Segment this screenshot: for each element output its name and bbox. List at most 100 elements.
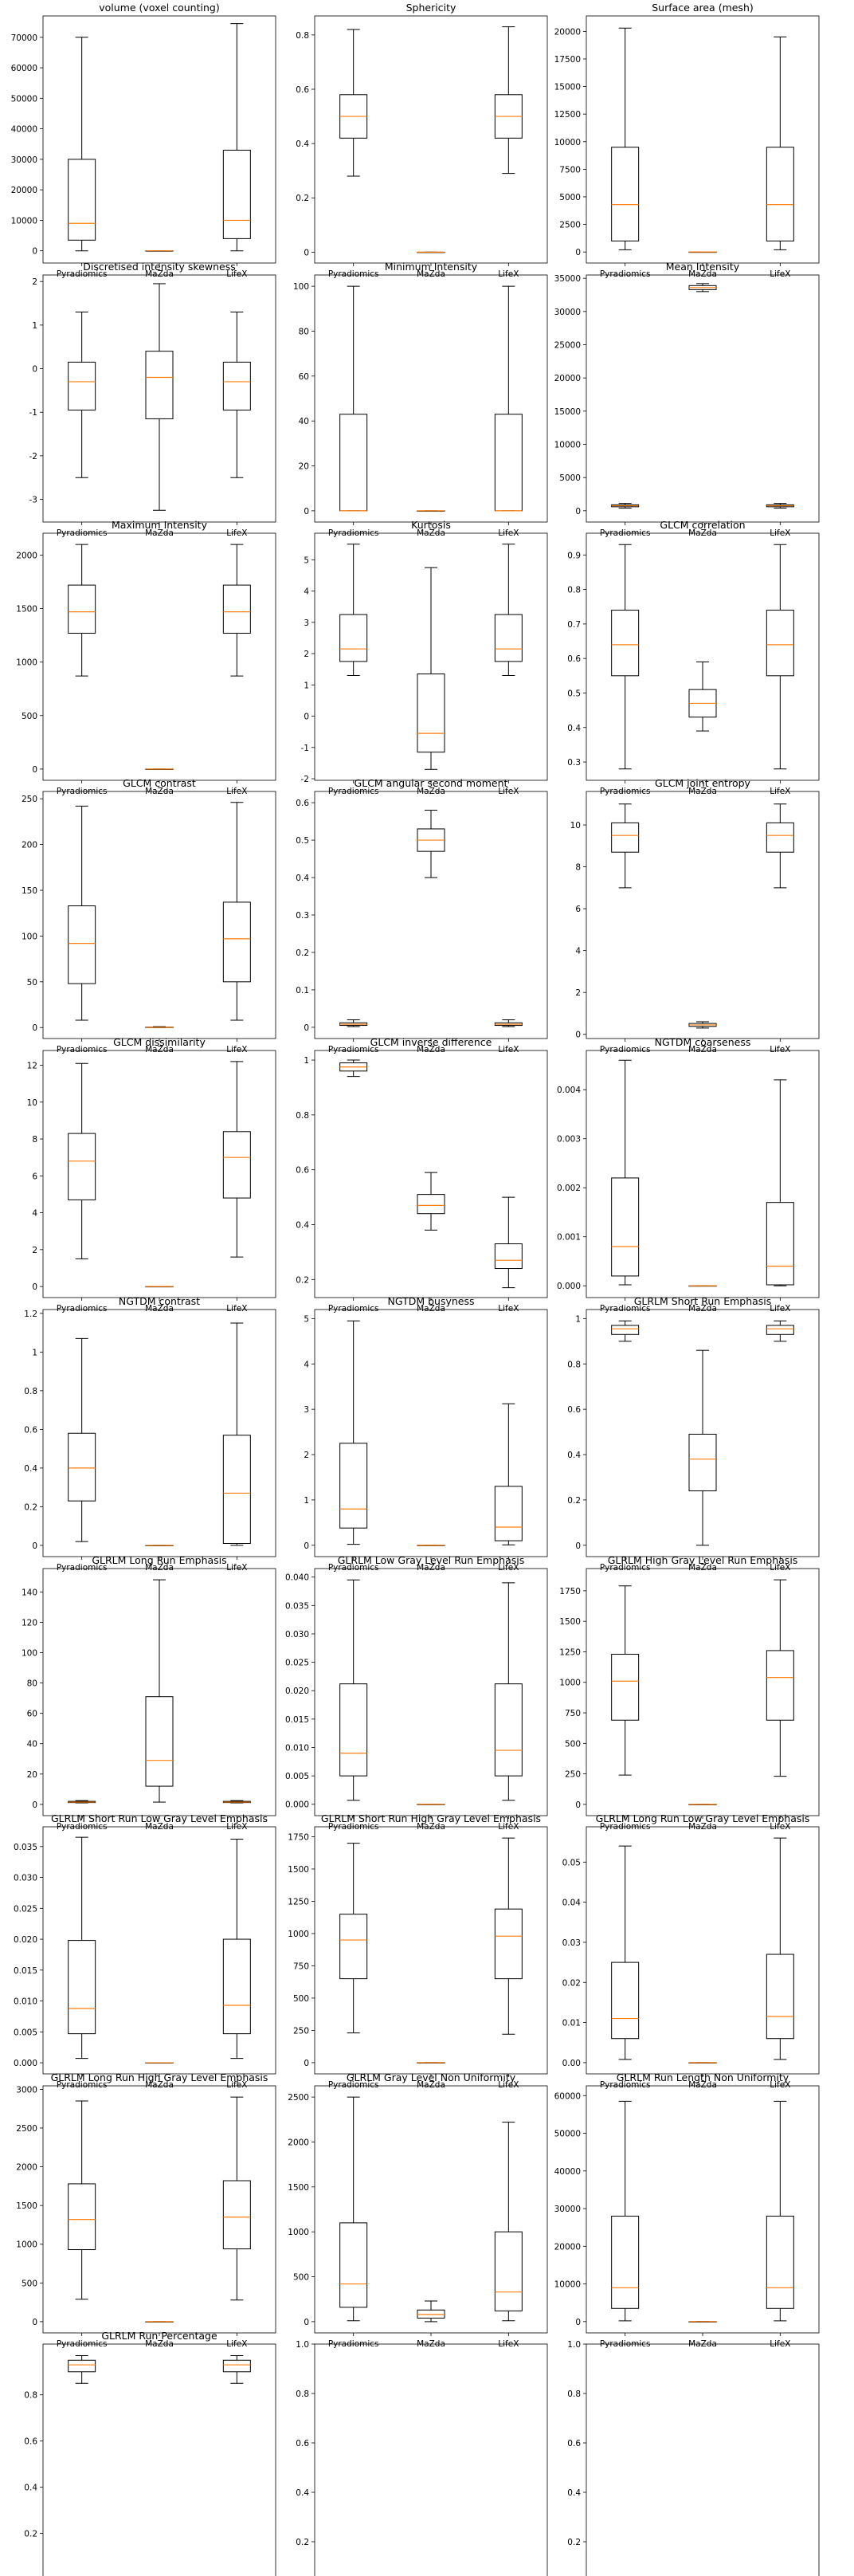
box-pyradiomics (611, 27, 640, 250)
iqr-box (611, 2216, 640, 2309)
box-mazda (417, 809, 445, 878)
y-tick-label: 0.035 (14, 1843, 37, 1852)
x-tick-label: LifeX (498, 1045, 519, 1054)
y-tick-label: 0.025 (14, 1904, 37, 1914)
box-lifex (494, 1837, 523, 2035)
iqr-box (611, 1325, 640, 1335)
y-tick-label: 0.01 (562, 2019, 581, 2028)
y-tick-label: 6 (575, 905, 581, 914)
y-tick-label: 1500 (288, 2183, 309, 2193)
y-tick-label: 0.000 (285, 1800, 309, 1810)
axes-frame (586, 2085, 820, 2334)
subplot-title: GLCM contrast (123, 777, 196, 789)
box-pyradiomics (339, 1579, 368, 1801)
y-tick-label: 0 (575, 1800, 581, 1810)
subplot: Minimum Intensity 0 20 40 60 80 100 Pyradiomics… (293, 261, 548, 538)
subplot-title: GLRLM Long Run Low Gray Level Emphasis (596, 1812, 810, 1824)
subplot-title: GLCM correlation (660, 519, 745, 531)
x-tick-label: LifeX (498, 269, 519, 279)
y-tick-label: 25000 (554, 341, 581, 351)
y-tick-label: 1250 (559, 1647, 581, 1657)
y-tick-label: 0.2 (24, 1502, 37, 1512)
y-tick-label: 0.2 (296, 948, 309, 958)
axes-frame (42, 532, 276, 781)
x-tick-label: Pyradiomics (600, 1304, 651, 1314)
box-mazda (145, 250, 174, 252)
subplot: Maximum Intensity0500100015002000Pyradio… (16, 519, 276, 796)
iqr-box (494, 1683, 523, 1777)
y-tick-label: 0.8 (567, 1360, 581, 1369)
iqr-box (417, 673, 445, 753)
y-tick-label: 0.030 (285, 1630, 309, 1639)
y-tick-label: 30000 (554, 308, 581, 317)
box-pyradiomics (68, 2354, 96, 2384)
y-tick-label: 10 (27, 1098, 37, 1108)
y-tick-label: 0.05 (562, 1858, 581, 1867)
y-tick-label: 1750 (288, 1832, 309, 1842)
box-pyradiomics (611, 2100, 640, 2322)
y-tick-label: 2500 (16, 2124, 37, 2134)
y-tick-label: 0.5 (567, 689, 581, 698)
y-tick-label: 0.8 (567, 586, 581, 595)
iqr-box (68, 361, 96, 410)
y-tick-label: 0.3 (296, 911, 309, 921)
y-tick-label: 7500 (559, 165, 581, 175)
y-tick-label: 4 (32, 1209, 37, 1219)
axes-frame (314, 274, 548, 523)
x-tick-label: LifeX (498, 2080, 519, 2090)
box-pyradiomics (68, 1836, 96, 2060)
iqr-box (222, 1938, 251, 2035)
iqr-box (611, 1961, 640, 2040)
y-tick-label: 0.00 (562, 2059, 581, 2068)
x-tick-label: Pyradiomics (600, 2080, 651, 2090)
y-tick-label: 0.8 (296, 31, 309, 41)
subplot: volume (voxel counting) 0 10000 20000 30000 4… (11, 2, 276, 279)
iqr-box (339, 1443, 368, 1529)
box-pyradiomics (339, 285, 368, 512)
box-lifex (766, 36, 794, 250)
iqr-box (611, 822, 640, 853)
box-lifex (766, 803, 794, 889)
y-tick-label: 1250 (288, 1897, 309, 1906)
y-tick-label: 60 (299, 372, 309, 382)
subplot-title: Maximum Intensity (112, 519, 208, 531)
subplot: GLRLM Short Run High Gray Level Emphasis… (288, 1812, 548, 2090)
x-tick-label: Pyradiomics (57, 1045, 108, 1054)
iqr-box (766, 147, 794, 242)
box-lifex (494, 1019, 523, 1027)
subplot: GLRLM Low Gray Level Run Emphasis 0.000 0.… (285, 1554, 548, 1832)
x-tick-label: Pyradiomics (328, 1563, 379, 1573)
y-tick-label: 5000 (559, 193, 581, 202)
x-tick-label: MaZda (417, 269, 445, 279)
subplot: 0.00.00.20.20.40.40.60.60.80.81.01.0 (296, 2340, 548, 2576)
y-tick-label: 0.6 (296, 1166, 309, 1176)
axes-frame (586, 1568, 820, 1816)
y-tick-label: 250 (22, 795, 37, 804)
box-mazda (688, 2062, 717, 2064)
iqr-box (339, 1683, 368, 1777)
subplot-title: GLRLM Long Run High Gray Level Emphasis (51, 2071, 268, 2083)
subplot-title: Mean Intensity (666, 261, 740, 273)
box-lifex (222, 802, 251, 1021)
iqr-box (494, 1908, 523, 1980)
subplot: GLRLM Long Run High Gray Level Emphasis 0… (16, 2071, 276, 2349)
box-mazda (145, 2062, 174, 2064)
y-tick-label: 3000 (16, 2085, 37, 2095)
box-lifex (222, 23, 251, 252)
y-tick-label: 120 (22, 1618, 37, 1628)
iqr-box (68, 584, 96, 634)
subplot-title: NGTDM coarseness (655, 1036, 751, 1048)
box-mazda (688, 2321, 717, 2323)
y-tick-label: 100 (293, 282, 309, 292)
subplot: GLCM joint entropy 0 2 4 6 8 10 Pyradiomics MaZd… (570, 777, 820, 1054)
axes-frame (314, 1826, 548, 2075)
y-tick-label: 2000 (16, 552, 37, 561)
subplot: GLRLM Long Run Emphasis 0 20 40 60 80 100 120 14… (22, 1554, 276, 1832)
y-tick-label: 0.004 (557, 1086, 581, 1095)
box-lifex (494, 1196, 523, 1289)
y-tick-label: 50000 (11, 94, 37, 104)
subplot-title: GLRLM Run Length Non Uniformity (617, 2071, 789, 2083)
y-tick-label: 0.8 (24, 2391, 37, 2401)
box-pyradiomics (339, 1019, 368, 1027)
